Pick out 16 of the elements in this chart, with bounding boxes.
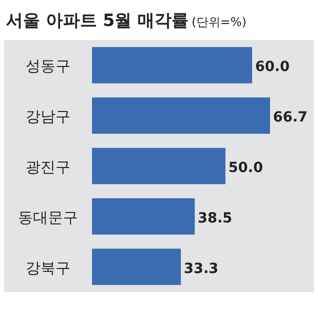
bar (92, 97, 270, 134)
data-label: 66.7 (273, 110, 308, 126)
y-tick-label: 광진구 (26, 158, 70, 176)
title: 서울 아파트 5월 매각률 (단위=%) (6, 11, 246, 31)
y-tick-label: 강남구 (26, 108, 70, 126)
bar (92, 148, 226, 184)
y-tick-label: 성동구 (26, 57, 70, 76)
data-label: 60.0 (255, 59, 290, 76)
bar (92, 198, 195, 235)
data-label: 38.5 (198, 210, 232, 226)
y-tick-label: 강북구 (26, 258, 70, 277)
data-label: 50.0 (228, 160, 264, 176)
y-tick-label: 동대문구 (18, 208, 78, 226)
data-label: 33.3 (184, 260, 218, 277)
bar (92, 47, 252, 84)
bar (92, 248, 181, 285)
